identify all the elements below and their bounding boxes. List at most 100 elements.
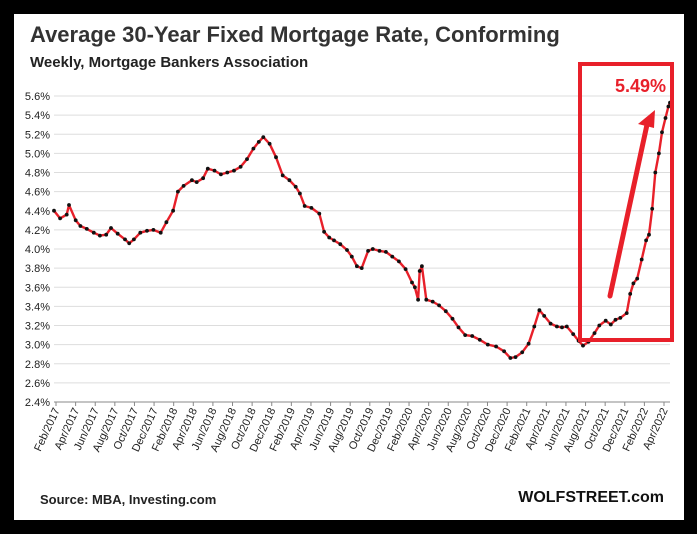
data-point bbox=[212, 168, 217, 173]
data-point bbox=[597, 323, 602, 328]
data-point bbox=[366, 249, 370, 253]
data-point bbox=[508, 356, 513, 360]
data-point bbox=[132, 237, 136, 242]
data-point bbox=[327, 235, 332, 240]
data-point bbox=[232, 168, 236, 173]
data-point bbox=[345, 248, 349, 252]
data-point bbox=[78, 224, 83, 228]
data-point bbox=[443, 309, 448, 314]
data-point bbox=[650, 206, 655, 211]
data-point bbox=[64, 212, 69, 217]
data-point bbox=[370, 247, 375, 251]
y-tick-label: 4.2% bbox=[25, 225, 50, 237]
data-point bbox=[494, 344, 498, 349]
data-point bbox=[293, 184, 298, 189]
data-point bbox=[403, 267, 408, 271]
y-tick-label: 2.4% bbox=[25, 397, 50, 409]
data-point bbox=[390, 254, 395, 259]
data-point bbox=[332, 238, 336, 243]
data-point bbox=[513, 355, 518, 359]
data-point bbox=[302, 204, 307, 208]
data-point bbox=[520, 350, 525, 355]
data-point bbox=[555, 324, 559, 329]
data-point bbox=[463, 333, 468, 337]
data-point bbox=[631, 281, 636, 286]
y-tick-label: 3.8% bbox=[25, 263, 50, 275]
y-tick-label: 2.8% bbox=[25, 359, 50, 371]
data-point bbox=[624, 311, 629, 315]
x-axis: Feb/2017Apr/2017Jun/2017Aug/2017Oct/2017… bbox=[32, 401, 671, 454]
y-tick-label: 5.0% bbox=[25, 148, 50, 160]
data-point bbox=[138, 230, 143, 235]
data-point bbox=[349, 254, 354, 259]
data-point bbox=[267, 141, 272, 146]
data-point bbox=[377, 249, 382, 253]
data-point bbox=[52, 208, 56, 213]
y-tick-label: 3.4% bbox=[25, 301, 50, 313]
trend-arrow-shaft bbox=[607, 117, 651, 299]
highlight-box bbox=[578, 62, 674, 342]
y-tick-label: 3.6% bbox=[25, 282, 50, 294]
data-point bbox=[542, 314, 547, 318]
y-tick-label: 4.6% bbox=[25, 187, 50, 199]
data-point bbox=[164, 220, 169, 225]
data-point bbox=[109, 226, 113, 230]
data-point bbox=[666, 104, 671, 109]
data-point bbox=[287, 178, 292, 183]
trend-arrow-head bbox=[638, 110, 655, 128]
data-point bbox=[424, 297, 429, 302]
data-point bbox=[417, 269, 422, 273]
data-point bbox=[603, 318, 608, 323]
data-point bbox=[592, 331, 597, 335]
y-axis: 5.6% 5.4% 5.2% 5.0% 4.8% 4.6% 4.4% 4.2% 4.0% 3.8%… bbox=[25, 91, 50, 409]
data-point bbox=[410, 280, 414, 285]
data-point bbox=[151, 228, 156, 232]
data-point bbox=[256, 140, 261, 144]
data-point bbox=[450, 316, 455, 321]
data-point bbox=[115, 231, 120, 236]
data-point bbox=[127, 241, 132, 246]
data-point bbox=[190, 178, 194, 183]
y-tick-label: 4.8% bbox=[25, 168, 50, 180]
data-point bbox=[635, 276, 640, 281]
chart-subtitle: Weekly, Mortgage Bankers Association bbox=[30, 54, 309, 71]
data-point bbox=[663, 116, 668, 120]
data-point bbox=[526, 341, 531, 346]
data-point bbox=[104, 232, 109, 237]
data-point bbox=[261, 135, 266, 139]
data-point bbox=[280, 173, 285, 178]
data-point bbox=[145, 228, 149, 233]
data-point bbox=[84, 227, 89, 231]
data-point bbox=[338, 242, 343, 247]
data-point bbox=[171, 208, 176, 213]
data-point bbox=[123, 237, 127, 242]
data-point bbox=[548, 321, 553, 326]
data-point bbox=[537, 308, 542, 313]
data-point bbox=[618, 316, 623, 320]
data-point bbox=[73, 218, 78, 223]
data-point bbox=[309, 206, 314, 210]
y-tick-label: 4.4% bbox=[25, 206, 50, 218]
data-point bbox=[397, 259, 401, 264]
data-point bbox=[571, 332, 576, 336]
data-point bbox=[485, 342, 490, 347]
series-rate bbox=[52, 100, 672, 360]
data-point bbox=[628, 292, 633, 296]
data-point bbox=[613, 317, 618, 322]
data-point bbox=[194, 180, 199, 185]
y-tick-label: 4.0% bbox=[25, 244, 50, 256]
data-point bbox=[251, 146, 256, 151]
data-point bbox=[564, 324, 569, 329]
y-tick-label: 5.4% bbox=[25, 110, 50, 122]
data-point bbox=[176, 189, 180, 194]
data-point bbox=[205, 166, 210, 171]
data-point bbox=[532, 324, 537, 329]
latest-rate-callout: 5.49% bbox=[615, 76, 667, 96]
y-tick-label: 3.0% bbox=[25, 340, 50, 352]
data-point bbox=[420, 264, 424, 269]
brand-logo-text: WOLFSTREET.com bbox=[518, 489, 664, 506]
data-point bbox=[437, 303, 441, 308]
data-point bbox=[416, 297, 420, 302]
data-point bbox=[657, 151, 661, 156]
data-point bbox=[158, 230, 163, 235]
